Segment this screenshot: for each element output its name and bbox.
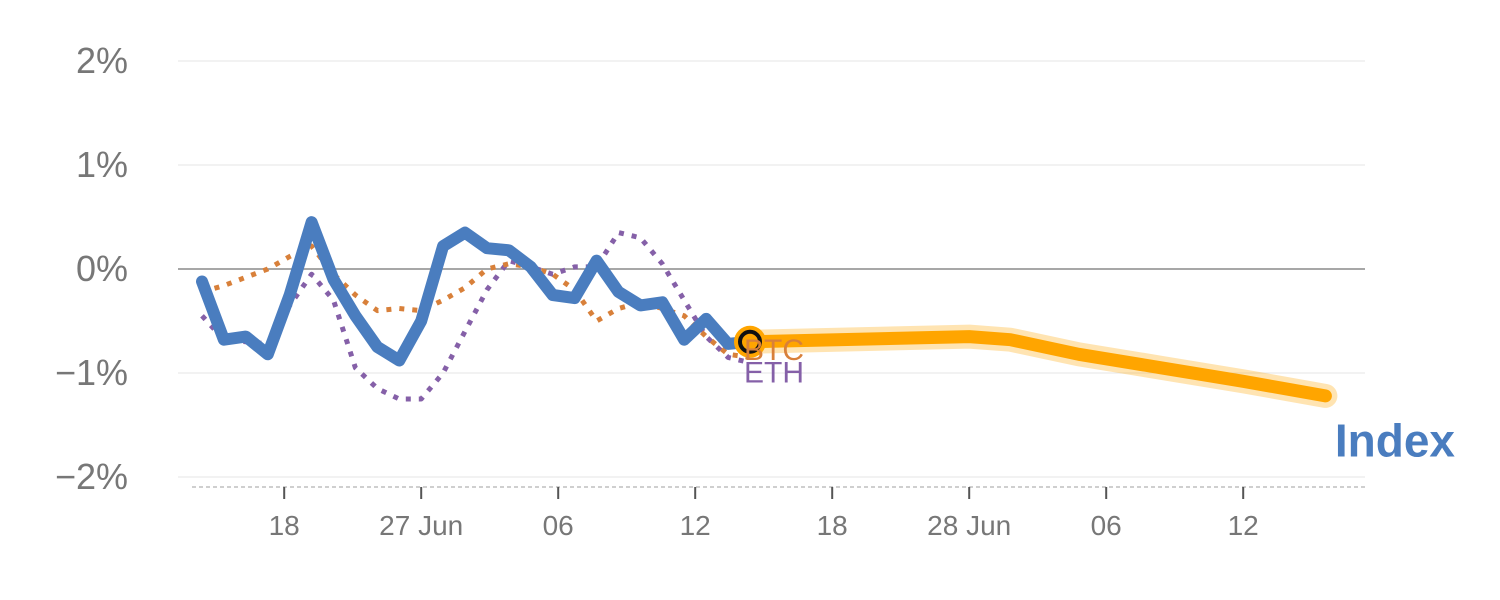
x-tick-label-5: 28 Jun: [927, 510, 1011, 541]
series-layer: [196, 216, 756, 402]
forecast-line: [743, 330, 1332, 403]
series-label-index: Index: [1335, 415, 1456, 467]
x-tick-label-3: 12: [680, 510, 711, 541]
x-tick-label-4: 18: [817, 510, 848, 541]
x-tick-label-0: 18: [269, 510, 300, 541]
current-marker-ring: [738, 329, 762, 354]
y-tick-label-4: −2%: [55, 456, 128, 497]
series-label-eth: ETH: [744, 357, 804, 390]
y-tick-label-1: 1%: [76, 144, 128, 185]
y-tick-label-0: 2%: [76, 40, 128, 81]
x-tick-label-1: 27 Jun: [379, 510, 463, 541]
y-axis: 2% 1% 0% −1% −2%: [55, 40, 128, 497]
series-line-index: [196, 216, 756, 367]
series-label-btc: BTC: [744, 334, 804, 367]
y-tick-label-3: −1%: [55, 352, 128, 393]
x-tick-label-2: 06: [543, 510, 574, 541]
x-tick-label-6: 06: [1091, 510, 1122, 541]
x-tick-label-7: 12: [1228, 510, 1259, 541]
grid-layer: [178, 60, 1365, 478]
forecast-layer: [734, 324, 1338, 408]
y-tick-label-2: 0%: [76, 248, 128, 289]
x-axis: 18 27 Jun 06 12 18 28 Jun 06 12: [192, 486, 1365, 541]
series-line-eth: [200, 230, 751, 402]
